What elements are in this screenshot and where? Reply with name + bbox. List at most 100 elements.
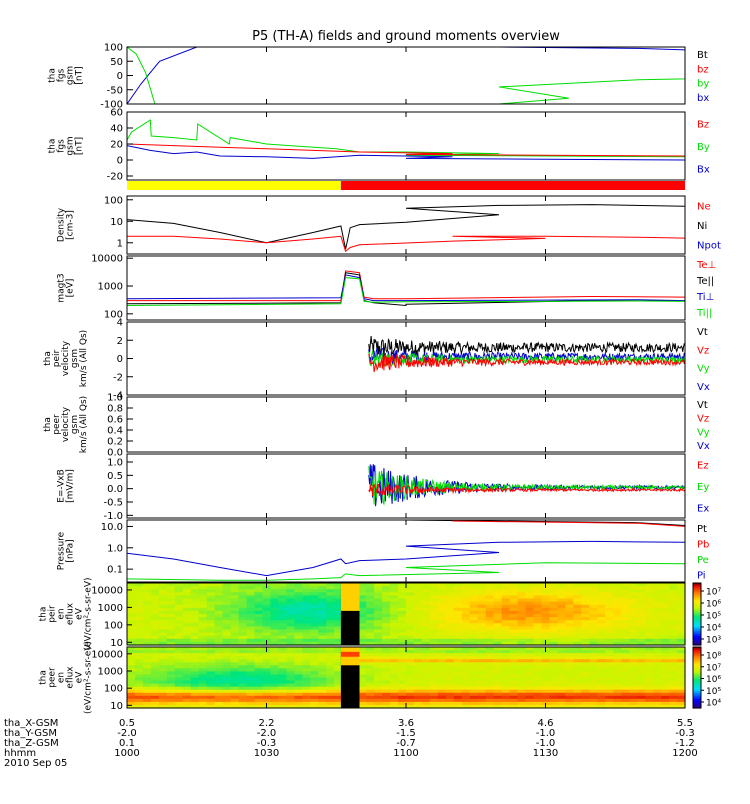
y-tick-label: 0.2 — [107, 437, 123, 448]
y-label-line: km/s (All Qs) — [79, 330, 89, 387]
y-tick-label: 10000 — [91, 585, 123, 596]
plot-area — [127, 120, 685, 161]
colorbar-tick-label: 10³ — [706, 636, 721, 646]
legend-entry: bx — [697, 93, 709, 104]
plot-area — [127, 205, 750, 252]
legend-entry: Bz — [697, 119, 709, 130]
colorbar-tick-label: 10⁶ — [706, 675, 721, 685]
panel-frame — [127, 112, 685, 180]
x-tick-label: 1100 — [393, 748, 418, 759]
y-tick-label: 1000 — [98, 603, 123, 614]
legend-entry: Pt — [697, 524, 707, 535]
legend-entry: Vx — [697, 382, 710, 393]
y-tick-label: 0 — [117, 156, 123, 167]
colorbar-tick-label: 10⁷ — [706, 663, 721, 673]
legend-entry: Vy — [697, 364, 710, 375]
y-tick-label: 0.1 — [107, 565, 123, 576]
legend-entry: Vt — [697, 400, 708, 411]
y-tick-label: 0.0 — [107, 484, 123, 495]
plot-area — [369, 336, 685, 372]
colorbar-tick-label: 10⁸ — [706, 652, 721, 662]
heatmap-gap-edge — [341, 652, 360, 657]
x-tick-label: 1030 — [254, 748, 279, 759]
y-tick-label: 10.0 — [101, 522, 123, 533]
y-tick-label: 1.0 — [107, 543, 123, 554]
legend-entry: Ti⊥ — [696, 292, 714, 303]
panel-frame — [127, 397, 685, 452]
y-label-line: [nT] — [75, 66, 85, 84]
y-tick-label: -20 — [107, 172, 123, 183]
legend-entry: Vz — [697, 345, 709, 356]
legend-entry: Bt — [697, 50, 708, 61]
y-tick-label: 100 — [104, 620, 123, 631]
heatmap-gap-edge — [341, 583, 360, 611]
series-line-by — [127, 47, 750, 104]
colorbar-tick-label: 10⁵ — [706, 687, 721, 697]
legend-entry: Vy — [697, 427, 710, 438]
y-tick-label: 10000 — [91, 649, 123, 660]
legend-entry: Ey — [697, 482, 709, 493]
series-line-Ti|| — [127, 278, 685, 306]
y-axis-label: E=-VxB[mV/m] — [57, 469, 76, 503]
series-line-Pi — [127, 541, 750, 575]
y-tick-label: 1000 — [98, 667, 123, 678]
y-axis-label: magt3[eV] — [57, 273, 76, 302]
colorbar-tick-label: 10⁶ — [706, 600, 721, 610]
legend-entry: Vz — [697, 414, 709, 425]
y-label-line: [nT] — [75, 137, 85, 155]
y-tick-label: 0 — [117, 354, 123, 365]
legend-entry: Pi — [697, 570, 706, 581]
colorbar-tick-label: 10⁷ — [706, 588, 721, 598]
legend-entry: by — [697, 79, 709, 90]
panel-frame — [127, 47, 685, 104]
legend-entry: Vx — [697, 441, 710, 452]
y-label-line: [cm-3] — [66, 210, 76, 240]
series-line-Vt — [369, 336, 685, 355]
x-tick-label: 1000 — [114, 748, 139, 759]
legend-entry: Pb — [697, 539, 709, 550]
y-tick-label: 4 — [117, 318, 123, 329]
y-tick-label: -2 — [113, 372, 123, 383]
series-line-By — [127, 120, 685, 158]
y-tick-label: 0.5 — [107, 471, 123, 482]
x-tick-label: 1130 — [533, 748, 558, 759]
y-tick-label: 10000 — [91, 254, 123, 265]
y-tick-label: 2 — [117, 336, 123, 347]
y-tick-label: 0.4 — [107, 426, 123, 437]
y-axis-label: Pressure[nPa] — [57, 531, 76, 570]
series-line-bx — [127, 47, 750, 104]
legend-entry: Ex — [697, 503, 709, 514]
legend-entry: Vt — [697, 327, 708, 338]
colorbar-tick-label: 10⁴ — [706, 699, 721, 709]
y-tick-label: 1.0 — [107, 393, 123, 404]
series-line-Ne — [127, 236, 732, 251]
y-tick-label: 0 — [117, 71, 123, 82]
legend-entry: Ni — [697, 221, 707, 232]
y-tick-label: -0.5 — [103, 498, 123, 509]
y-label-line: [nPa] — [66, 539, 76, 562]
colorbar-tick-label: 10⁴ — [706, 624, 721, 634]
y-tick-label: 1.0 — [107, 458, 123, 469]
y-tick-label: 0.6 — [107, 415, 123, 426]
legend-entry: Bx — [697, 165, 710, 176]
plot-area — [127, 47, 750, 104]
y-tick-label: 1 — [117, 238, 123, 249]
flag-bar-segment — [341, 181, 685, 190]
y-label-line: [mV/m] — [66, 469, 76, 503]
panel-frame — [127, 520, 685, 582]
legend-entry: Npot — [697, 240, 721, 251]
panel-frame — [127, 256, 685, 320]
y-tick-label: 100 — [104, 43, 123, 54]
y-tick-label: 100 — [104, 195, 123, 206]
chart-title: P5 (TH-A) fields and ground moments over… — [252, 29, 560, 44]
y-tick-label: 0.8 — [107, 404, 123, 415]
y-tick-label: -1.0 — [103, 511, 123, 522]
